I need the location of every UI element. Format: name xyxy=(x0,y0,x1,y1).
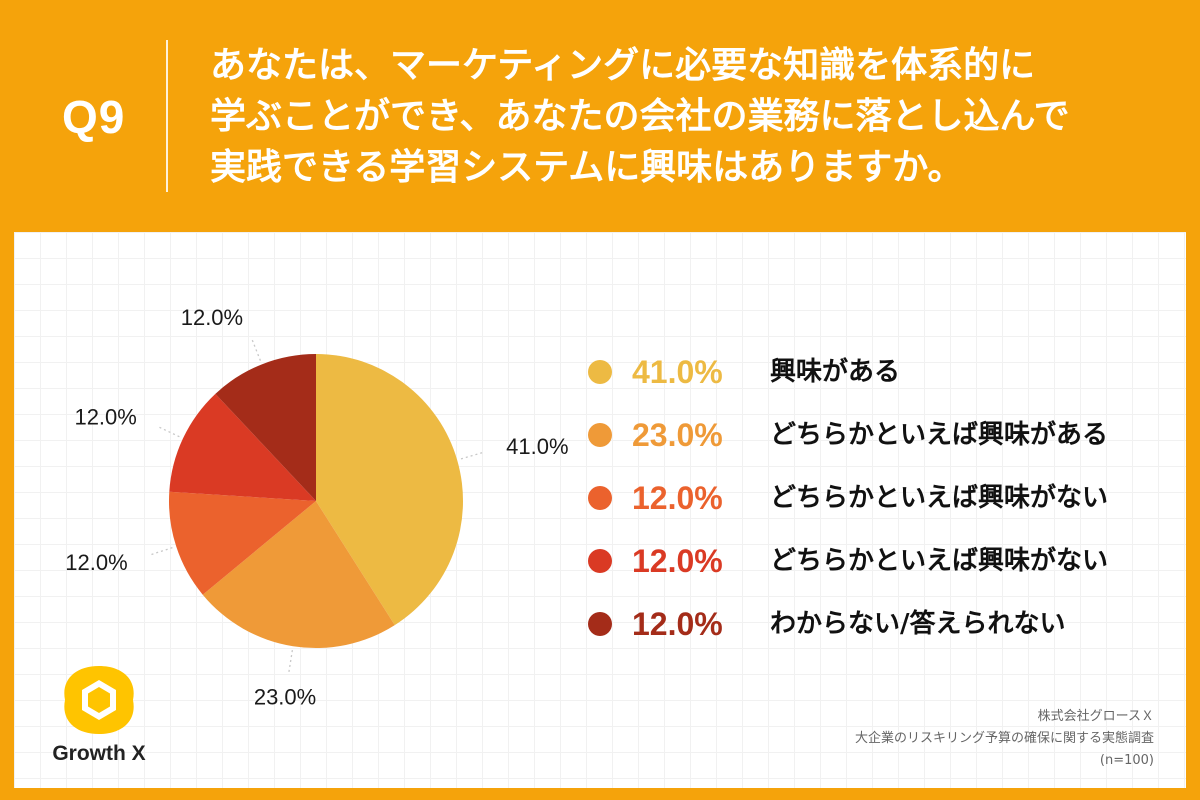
pie-chart: 41.0% 23.0% 12.0% 12.0% 12.0% xyxy=(65,305,568,710)
question-text: あなたは、マーケティングに必要な知識を体系的に 学ぶことができ、あなたの会社の業… xyxy=(210,40,1170,193)
legend-percent: 12.0% xyxy=(632,543,723,579)
legend-swatch xyxy=(588,549,612,573)
question-line: あなたは、マーケティングに必要な知識を体系的に xyxy=(210,45,1036,86)
pie-slice xyxy=(169,491,316,595)
legend-label: わからない/答えられない xyxy=(770,609,1066,639)
source-sample: (n=100) xyxy=(1099,753,1154,768)
legend-item: 23.0% どちらかといえば興味がある xyxy=(588,413,1168,476)
question-number: Q9 xyxy=(62,91,126,143)
source-survey: 大企業のリスキリング予算の確保に関する実態調査 xyxy=(854,731,1154,746)
question-line: 実践できる学習システムに興味はありますか。 xyxy=(210,147,964,188)
logo-hexagon-inner xyxy=(88,687,110,713)
slice-data-label: 12.0% xyxy=(181,305,243,330)
slice-data-label: 41.0% xyxy=(506,434,568,459)
legend-percent: 41.0% xyxy=(632,354,723,390)
legend-label: どちらかといえば興味がない xyxy=(770,483,1109,513)
legend: 41.0% 興味がある 23.0% どちらかといえば興味がある 12.0% どち… xyxy=(588,350,1168,665)
legend-percent: 12.0% xyxy=(632,480,723,516)
legend-swatch xyxy=(588,612,612,636)
leader-line xyxy=(460,451,486,460)
legend-percent: 12.0% xyxy=(632,606,723,642)
legend-label: どちらかといえば興味がない xyxy=(770,546,1109,576)
legend-swatch xyxy=(588,423,612,447)
legend-item: 12.0% どちらかといえば興味がない xyxy=(588,539,1168,602)
growthx-logo: Growth X xyxy=(44,660,154,766)
leader-line xyxy=(287,650,294,675)
leader-line xyxy=(148,547,173,557)
header-divider xyxy=(166,40,168,192)
logo-hexagon-icon xyxy=(64,666,134,734)
legend-label: 興味がある xyxy=(770,357,901,387)
source-company: 株式会社グロースＸ xyxy=(1037,709,1154,724)
legend-swatch xyxy=(588,486,612,510)
slice-data-label: 12.0% xyxy=(74,405,136,430)
pie-slice xyxy=(169,393,316,501)
legend-swatch xyxy=(588,360,612,384)
slice-data-label: 12.0% xyxy=(65,550,127,575)
legend-label: どちらかといえば興味がある xyxy=(770,420,1109,450)
source-note: 株式会社グロースＸ 大企業のリスキリング予算の確保に関する実態調査 (n=100… xyxy=(855,706,1154,772)
chart-panel: 41.0% 23.0% 12.0% 12.0% 12.0% 41.0% 興味がある 23… xyxy=(14,232,1186,788)
question-line: 学ぶことができ、あなたの会社の業務に落とし込んで xyxy=(210,96,1070,137)
leader-line xyxy=(250,337,262,361)
pie-slice xyxy=(215,354,316,501)
header: Q9 あなたは、マーケティングに必要な知識を体系的に 学ぶことができ、あなたの会… xyxy=(0,0,1200,230)
leader-line xyxy=(156,425,180,438)
legend-percent: 23.0% xyxy=(632,417,723,453)
legend-item: 41.0% 興味がある xyxy=(588,350,1168,413)
pie-slice xyxy=(202,501,395,648)
pie-slice xyxy=(316,354,464,626)
legend-item: 12.0% わからない/答えられない xyxy=(588,602,1168,665)
slice-data-label: 23.0% xyxy=(254,685,316,710)
legend-item: 12.0% どちらかといえば興味がない xyxy=(588,476,1168,539)
logo-text: Growth X xyxy=(52,742,146,765)
